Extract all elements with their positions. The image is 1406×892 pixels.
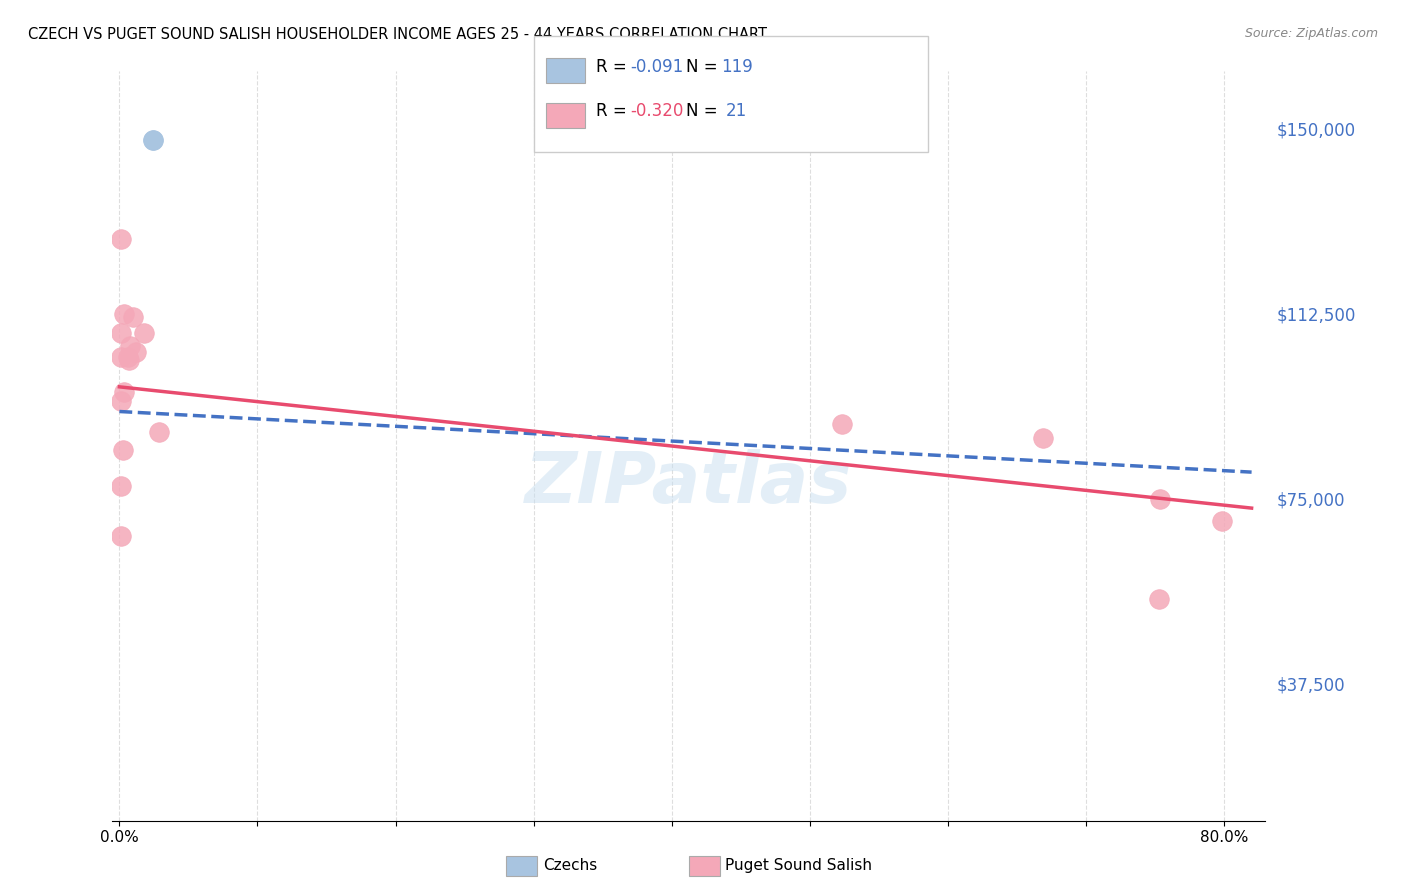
Text: 119: 119	[721, 58, 754, 76]
Text: $150,000: $150,000	[1277, 121, 1355, 139]
Point	[1211, 514, 1233, 528]
Point	[110, 393, 132, 408]
Text: $112,500: $112,500	[1277, 306, 1355, 325]
Text: -0.091: -0.091	[630, 58, 683, 76]
Text: -0.320: -0.320	[630, 103, 683, 120]
Point	[110, 232, 132, 246]
Point	[112, 442, 135, 457]
Point	[141, 133, 163, 147]
Text: 21: 21	[725, 103, 747, 120]
Point	[112, 307, 135, 321]
Text: Puget Sound Salish: Puget Sound Salish	[725, 858, 873, 872]
Text: $75,000: $75,000	[1277, 491, 1346, 509]
Point	[120, 339, 142, 353]
Point	[118, 352, 141, 367]
Text: $37,500: $37,500	[1277, 676, 1346, 694]
Text: R =: R =	[596, 58, 633, 76]
Point	[122, 310, 145, 324]
Point	[1032, 431, 1054, 445]
Point	[110, 350, 132, 364]
Text: CZECH VS PUGET SOUND SALISH HOUSEHOLDER INCOME AGES 25 - 44 YEARS CORRELATION CH: CZECH VS PUGET SOUND SALISH HOUSEHOLDER …	[28, 27, 768, 42]
Text: ZIPatlas: ZIPatlas	[526, 449, 852, 518]
Text: R =: R =	[596, 103, 633, 120]
Text: Czechs: Czechs	[543, 858, 598, 872]
Point	[125, 345, 148, 359]
Point	[1149, 491, 1171, 506]
Point	[831, 417, 853, 431]
Text: N =: N =	[686, 103, 728, 120]
Point	[132, 326, 155, 341]
Point	[1149, 591, 1171, 606]
Text: Source: ZipAtlas.com: Source: ZipAtlas.com	[1244, 27, 1378, 40]
Point	[148, 425, 170, 440]
Point	[117, 350, 139, 364]
Text: N =: N =	[686, 58, 723, 76]
Point	[141, 133, 163, 147]
Point	[110, 326, 132, 341]
Point	[110, 478, 132, 492]
Point	[112, 385, 135, 400]
Point	[110, 529, 132, 543]
